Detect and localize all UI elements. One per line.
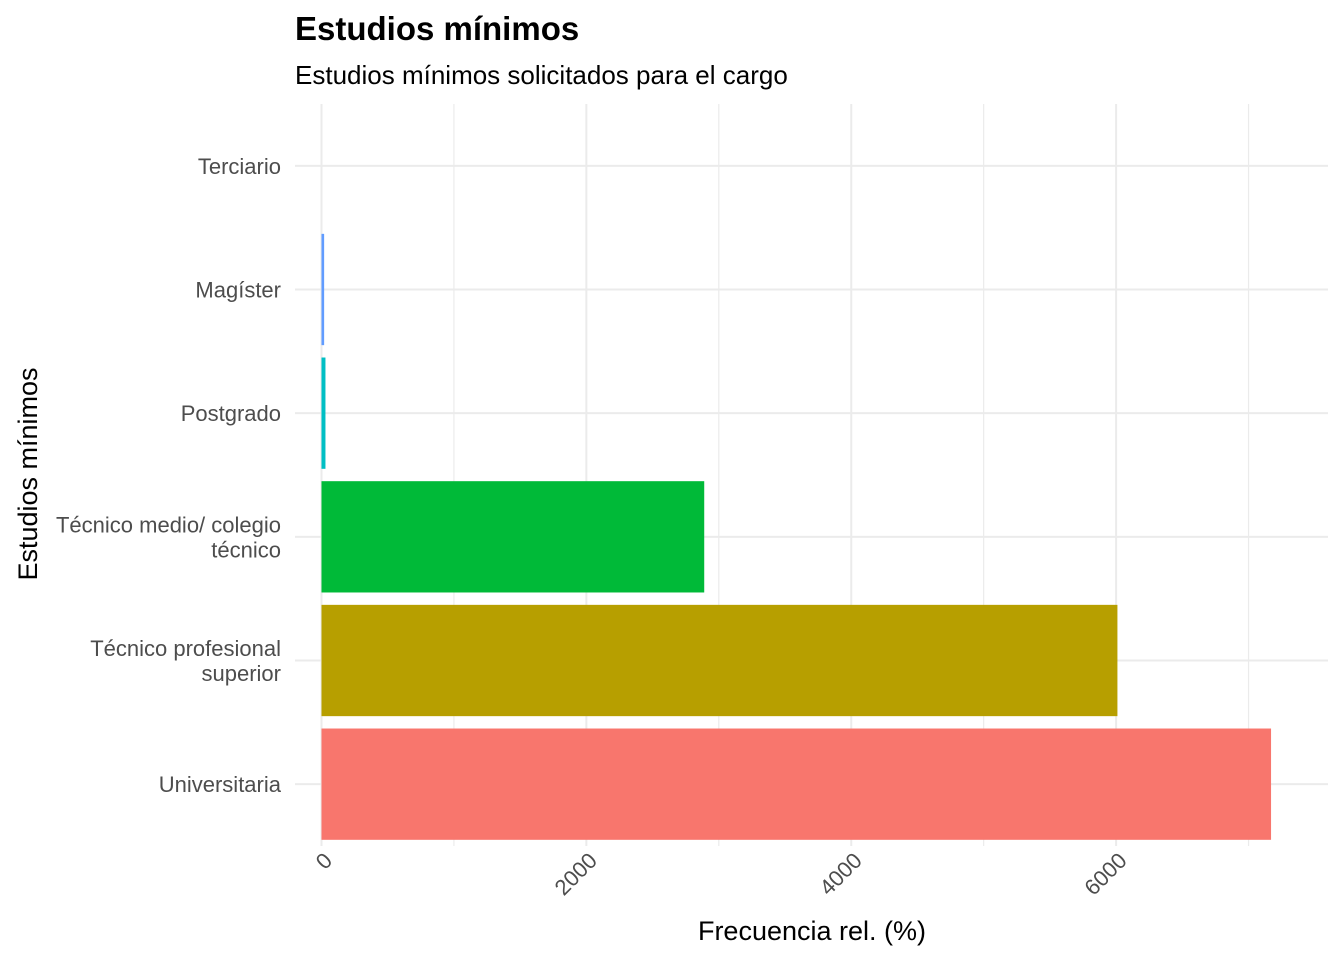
y-tick-label: Magíster [195, 278, 281, 303]
x-axis-title: Frecuencia rel. (%) [698, 916, 926, 946]
x-tick-label: 0 [311, 848, 337, 874]
y-tick-label: Técnico profesional superior [90, 636, 281, 686]
bar [321, 233, 325, 346]
x-tick-label: 4000 [814, 848, 866, 900]
y-tick-label: Postgrado [181, 401, 281, 426]
bars [321, 233, 1272, 840]
bar [321, 604, 1118, 717]
y-axis-title: Estudios mínimos [13, 367, 43, 580]
chart-subtitle: Estudios mínimos solicitados para el car… [295, 60, 788, 90]
bar [321, 357, 326, 469]
chart-title: Estudios mínimos [295, 10, 579, 47]
x-tick-labels: 0 2000 4000 6000 [311, 848, 1132, 900]
bar [321, 481, 705, 593]
x-tick-label: 2000 [550, 848, 602, 900]
bar [321, 728, 1272, 840]
y-tick-label: Técnico medio/ colegio técnico [56, 512, 281, 562]
x-tick-label: 6000 [1079, 848, 1131, 900]
y-tick-labels: Universitaria Técnico profesional superior… [56, 154, 282, 797]
y-tick-label: Universitaria [159, 772, 282, 797]
y-tick-label: Terciario [198, 154, 281, 179]
